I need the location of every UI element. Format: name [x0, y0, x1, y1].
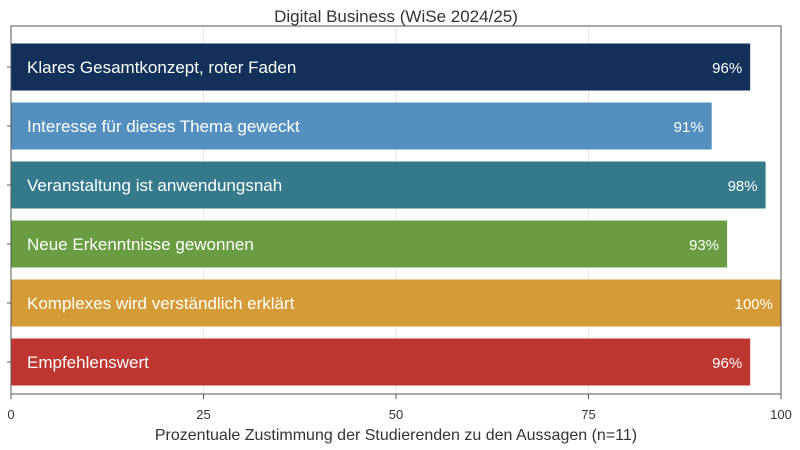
value-label-3: 93%	[689, 237, 719, 254]
value-label-5: 96%	[712, 355, 742, 372]
bar-0	[11, 43, 751, 91]
bar-5	[11, 338, 751, 386]
value-label-1: 91%	[674, 119, 704, 136]
bar-1	[11, 102, 712, 150]
value-label-0: 96%	[712, 60, 742, 77]
x-tick-label-0: 0	[7, 407, 14, 422]
bar-label-2: Veranstaltung ist anwendungsnah	[27, 176, 282, 195]
bar-4	[11, 279, 781, 327]
x-axis-label: Prozentuale Zustimmung der Studierenden …	[155, 427, 637, 444]
x-tick-label-3: 75	[581, 407, 595, 422]
chart-title: Digital Business (WiSe 2024/25)	[274, 7, 518, 26]
bar-label-3: Neue Erkenntnisse gewonnen	[27, 235, 254, 254]
value-label-4: 100%	[735, 296, 773, 313]
x-tick-label-2: 50	[389, 407, 403, 422]
bar-3	[11, 220, 728, 268]
bar-label-1: Interesse für dieses Thema geweckt	[27, 117, 300, 136]
x-axis-ticks: 0 25 50 75 100	[7, 394, 792, 422]
bar-label-0: Klares Gesamtkonzept, roter Faden	[27, 58, 296, 77]
bar-2	[11, 161, 766, 209]
x-tick-label-4: 100	[770, 407, 792, 422]
value-label-2: 98%	[728, 178, 758, 195]
x-tick-label-1: 25	[196, 407, 210, 422]
bars: Klares Gesamtkonzept, roter Faden 96% Inte…	[7, 43, 781, 386]
bar-label-4: Komplexes wird verständlich erklärt	[27, 294, 295, 313]
bar-label-5: Empfehlenswert	[27, 353, 149, 372]
